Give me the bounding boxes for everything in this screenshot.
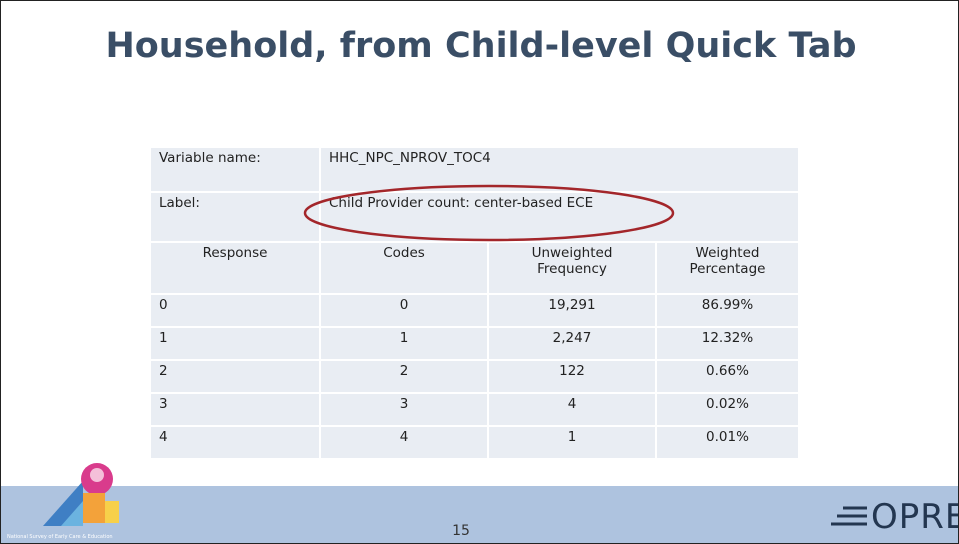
table-cell: Label: [149, 191, 321, 243]
table-cell: 1 [487, 425, 657, 460]
table-cell: Codes [319, 241, 489, 295]
table-cell: Response [149, 241, 321, 295]
table-cell: Child Provider count: center-based ECE [319, 191, 800, 243]
data-row: 0 0 19,291 86.99% [149, 293, 800, 328]
table-cell: 4 [319, 425, 489, 460]
table-cell: 3 [149, 392, 321, 427]
table-cell: 0.01% [655, 425, 800, 460]
brand: OPRE [871, 497, 959, 537]
table-cell: 86.99% [655, 293, 800, 328]
footer-band [1, 486, 958, 543]
table-cell: 122 [487, 359, 657, 394]
data-row: 4 4 1 0.01% [149, 425, 800, 460]
label-row: Label: Child Provider count: center-based… [149, 191, 800, 243]
table-cell: 0 [319, 293, 489, 328]
table-cell: HHC_NPC_NPROV_TOC4 [319, 146, 800, 193]
header-row: Response Codes Unweighted Frequency Weighte… [149, 241, 800, 295]
variable-row: Variable name: HHC_NPC_NPROV_TOC4 [149, 146, 800, 193]
highlight-ellipse [303, 184, 675, 242]
data-row: 3 3 4 0.02% [149, 392, 800, 427]
table-cell: 19,291 [487, 293, 657, 328]
table-cell: 2 [149, 359, 321, 394]
table-cell: 2,247 [487, 326, 657, 361]
table-cell: 0.02% [655, 392, 800, 427]
quick-tab-table: Variable name: HHC_NPC_NPROV_TOC4 Label: Ch… [149, 146, 800, 460]
data-row: 1 1 2,247 12.32% [149, 326, 800, 361]
table-cell: 0.66% [655, 359, 800, 394]
data-row: 2 2 122 0.66% [149, 359, 800, 394]
table-cell: 4 [149, 425, 321, 460]
page-number: 15 [452, 523, 470, 539]
table-cell: 2 [319, 359, 489, 394]
table-cell: 0 [149, 293, 321, 328]
table-cell: 4 [487, 392, 657, 427]
table-cell: 1 [149, 326, 321, 361]
logo [43, 463, 119, 526]
table-cell: Unweighted Frequency [487, 241, 657, 295]
logo-text: National Survey of Early Care & Educatio… [7, 534, 113, 540]
table-cell: Weighted Percentage [655, 241, 800, 295]
table-cell: 3 [319, 392, 489, 427]
table-cell: 12.32% [655, 326, 800, 361]
slide-title: Household, from Child-level Quick Tab [105, 26, 857, 66]
table-cell: 1 [319, 326, 489, 361]
table-cell: Variable name: [149, 146, 321, 193]
brand-lines [831, 506, 867, 526]
